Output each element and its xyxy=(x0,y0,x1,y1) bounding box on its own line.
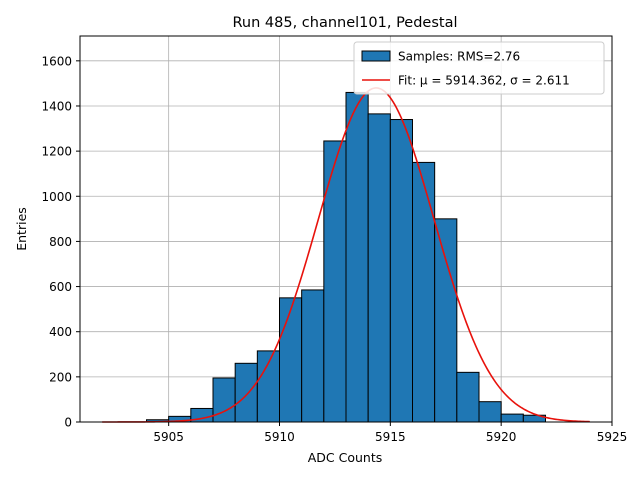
histogram-bar xyxy=(478,401,502,423)
histogram-bar xyxy=(412,161,436,423)
histogram-bar xyxy=(456,371,480,423)
histogram-bar xyxy=(345,91,369,423)
fit-curve xyxy=(102,87,590,423)
y-tick-label: 600 xyxy=(49,280,72,294)
histogram-bars xyxy=(146,91,546,423)
legend: Samples: RMS=2.76 Fit: μ = 5914.362, σ = … xyxy=(353,41,605,95)
fit-curve-layer xyxy=(102,87,590,423)
legend-patch-swatch xyxy=(361,50,391,62)
y-tick-label: 400 xyxy=(49,325,72,339)
chart-title: Run 485, channel101, Pedestal xyxy=(232,15,457,31)
y-tick-label: 1400 xyxy=(41,99,72,113)
y-tick-label: 200 xyxy=(49,370,72,384)
x-tick-label: 5905 xyxy=(153,430,184,444)
histogram-bar xyxy=(500,413,524,423)
y-tick-label: 800 xyxy=(49,235,72,249)
plot-frame xyxy=(79,35,613,423)
x-tick-label: 5920 xyxy=(486,430,517,444)
y-tick-label: 0 xyxy=(64,416,72,430)
legend-label: Samples: RMS=2.76 xyxy=(398,50,520,64)
histogram-bar xyxy=(234,362,258,423)
y-tick-label: 1000 xyxy=(41,190,72,204)
x-tick-label: 5925 xyxy=(597,430,628,444)
legend-label: Fit: μ = 5914.362, σ = 2.611 xyxy=(398,74,570,88)
histogram-bar xyxy=(323,140,347,423)
x-tick-label: 5910 xyxy=(264,430,295,444)
histogram-bar xyxy=(367,113,391,423)
histogram-bar xyxy=(279,297,303,423)
histogram-bar xyxy=(389,119,414,423)
y-axis-label: Entries xyxy=(14,207,29,251)
y-tick-label: 1600 xyxy=(41,54,72,68)
y-tick-label: 1200 xyxy=(41,145,72,159)
histogram-bar xyxy=(434,218,458,423)
histogram-bar xyxy=(301,289,325,423)
legend-box xyxy=(353,41,605,95)
x-tick-label: 5915 xyxy=(375,430,406,444)
axes: 5905 5910 5915 5920 5925 0 200 400 600 800 1000 120… xyxy=(41,35,628,444)
x-axis-label: ADC Counts xyxy=(308,450,383,465)
